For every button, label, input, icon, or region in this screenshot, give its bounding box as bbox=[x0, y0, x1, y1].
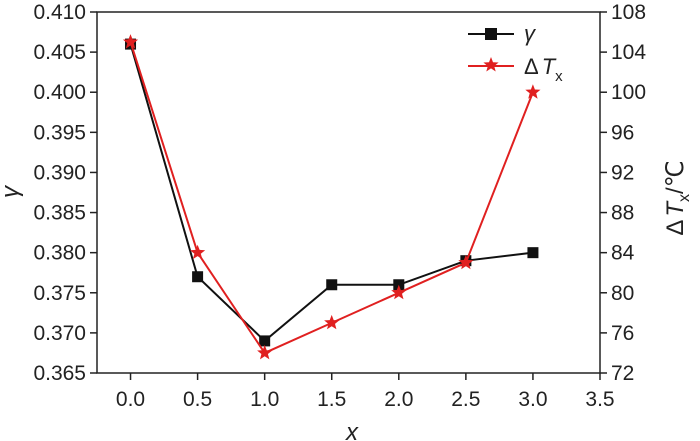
x-tick-label: 2.0 bbox=[384, 388, 413, 411]
right-y-tick-label: 96 bbox=[611, 121, 634, 144]
data-point-gamma bbox=[393, 279, 405, 291]
left-y-tick-label: 0.395 bbox=[33, 121, 86, 144]
right-y-axis-label-unit: /℃ bbox=[662, 160, 689, 194]
right-y-tick-label: 92 bbox=[611, 161, 634, 184]
legend-label-delta-tx: Δ Tx bbox=[524, 54, 563, 85]
data-point-gamma bbox=[192, 271, 204, 283]
right-y-tick-label: 104 bbox=[611, 41, 646, 64]
left-y-tick-label: 0.400 bbox=[33, 81, 86, 104]
left-y-tick-label: 0.365 bbox=[33, 362, 86, 385]
data-point-delta-tx bbox=[122, 34, 139, 49]
right-y-axis-ticks: 72 76 80 84 88 92 96 100 104 108 bbox=[600, 1, 646, 385]
data-point-delta-tx bbox=[391, 284, 407, 300]
right-y-axis-label-delta: Δ bbox=[662, 220, 689, 236]
right-y-axis-label: ΔTx/℃ bbox=[662, 160, 693, 235]
left-y-tick-label: 0.385 bbox=[33, 202, 86, 225]
x-tick-label: 3.0 bbox=[518, 388, 547, 411]
x-tick-label: 0.0 bbox=[116, 388, 145, 411]
data-point-delta-tx bbox=[324, 314, 340, 330]
data-point-delta-tx bbox=[458, 254, 474, 270]
data-point-delta-tx bbox=[257, 344, 273, 360]
left-y-tick-label: 0.375 bbox=[33, 282, 86, 305]
left-y-axis-label: γ bbox=[0, 184, 24, 198]
right-y-tick-label: 100 bbox=[611, 81, 646, 104]
data-point-gamma bbox=[326, 279, 338, 291]
legend-label-T: T bbox=[542, 54, 557, 79]
legend-label-sub: x bbox=[555, 68, 563, 85]
x-axis-ticks: 0.0 0.5 1.0 1.5 2.0 2.5 3.0 3.5 bbox=[116, 373, 615, 411]
x-tick-label: 2.5 bbox=[451, 388, 480, 411]
left-y-tick-label: 0.405 bbox=[33, 41, 86, 64]
legend-marker-delta-tx bbox=[483, 57, 499, 72]
x-tick-label: 3.5 bbox=[585, 388, 614, 411]
right-y-tick-label: 76 bbox=[611, 322, 634, 345]
legend: γ Δ Tx bbox=[468, 21, 563, 85]
data-point-gamma bbox=[527, 247, 539, 259]
left-y-tick-label: 0.390 bbox=[33, 161, 86, 184]
legend-label-gamma: γ bbox=[524, 21, 537, 46]
data-point-delta-tx bbox=[525, 84, 541, 99]
series-line-gamma bbox=[129, 43, 534, 343]
data-point-gamma bbox=[259, 335, 271, 347]
plot-frame bbox=[96, 11, 601, 374]
x-axis-label: x bbox=[345, 419, 359, 441]
right-y-tick-label: 108 bbox=[611, 1, 646, 24]
legend-label-delta: Δ bbox=[524, 54, 539, 79]
right-y-tick-label: 84 bbox=[611, 242, 635, 265]
left-y-tick-label: 0.380 bbox=[33, 242, 86, 265]
left-y-axis-ticks: 0.365 0.370 0.375 0.380 0.385 0.390 0.395 0.400… bbox=[33, 1, 97, 385]
x-tick-label: 1.0 bbox=[250, 388, 279, 411]
legend-marker-gamma bbox=[485, 28, 497, 40]
x-tick-label: 1.5 bbox=[317, 388, 346, 411]
data-point-delta-tx bbox=[190, 244, 206, 260]
right-y-tick-label: 88 bbox=[611, 202, 634, 225]
right-y-tick-label: 80 bbox=[611, 282, 634, 305]
x-tick-label: 0.5 bbox=[183, 388, 212, 411]
series-line-delta-tx bbox=[129, 41, 534, 355]
left-y-tick-label: 0.410 bbox=[33, 1, 86, 24]
left-y-tick-label: 0.370 bbox=[33, 322, 86, 345]
right-y-axis-label-sub: x bbox=[676, 194, 693, 202]
right-y-axis-label-T: T bbox=[662, 200, 689, 217]
series-layer bbox=[122, 34, 541, 360]
right-y-tick-label: 72 bbox=[611, 362, 634, 385]
